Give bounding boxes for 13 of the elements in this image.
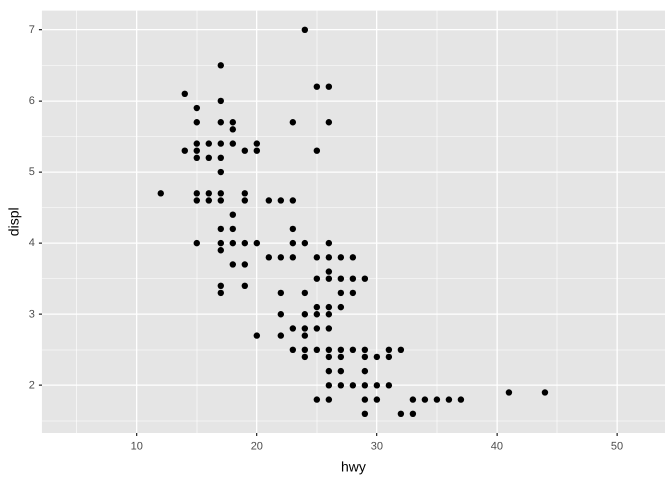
x-tick-label: 40 bbox=[490, 440, 504, 453]
x-tick-label: 50 bbox=[610, 440, 624, 453]
y-tick-label: 2 bbox=[28, 379, 35, 392]
y-tick-label: 4 bbox=[28, 237, 35, 250]
x-tick-label: 20 bbox=[250, 440, 263, 453]
y-tick-label: 7 bbox=[28, 24, 35, 36]
x-axis-title: hwy bbox=[341, 458, 366, 474]
x-tick-label: 10 bbox=[130, 440, 143, 453]
x-tick-label: 30 bbox=[370, 440, 383, 453]
y-tick-label: 3 bbox=[28, 308, 35, 320]
y-tick-label: 5 bbox=[28, 166, 35, 178]
y-axis-title: displ bbox=[5, 207, 22, 236]
y-tick-label: 6 bbox=[28, 94, 35, 107]
